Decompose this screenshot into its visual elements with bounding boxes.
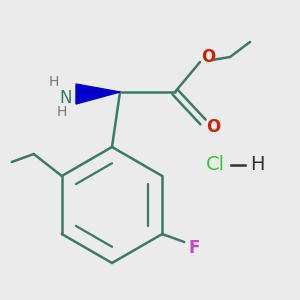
Text: F: F	[188, 239, 200, 257]
Text: H: H	[57, 105, 67, 119]
Polygon shape	[76, 84, 120, 104]
Text: H: H	[250, 155, 264, 175]
Text: Cl: Cl	[206, 155, 225, 175]
Text: O: O	[201, 48, 215, 66]
Text: H: H	[49, 75, 59, 89]
Text: O: O	[206, 118, 220, 136]
Text: N: N	[60, 89, 72, 107]
